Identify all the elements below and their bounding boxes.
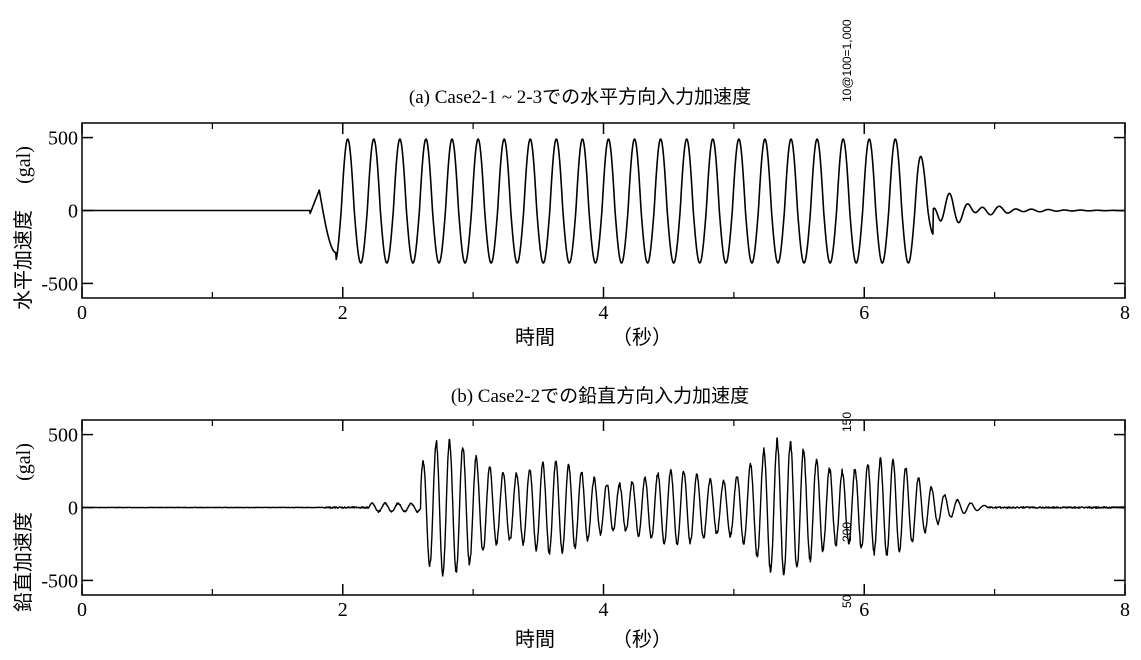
panel-b-y-axis-unit: (gal) [13,443,35,481]
panel-b-x-axis-unit: （秒） [612,627,672,651]
panel-a-y-axis-label: 水平加速度 [11,210,35,310]
panel-a: (a) Case2-1 ~ 2-3での水平方向入力加速度 10@100=1,00… [11,19,1130,349]
panel-a-x-tick-labels: 0 2 4 6 8 [77,302,1130,324]
y-tick-label: 0 [68,498,78,520]
panel-b-x-tick-labels: 0 2 4 6 8 [77,599,1130,621]
x-tick-label: 8 [1120,599,1130,621]
panel-a-series-line [81,138,1126,264]
panel-b: (b) Case2-2での鉛直方向入力加速度 150 2 0 0 50 -500 0 5… [11,385,1130,651]
y-tick-label: 0 [68,201,78,223]
panel-a-y-axis-unit: (gal) [13,146,35,184]
y-tick-label: 500 [48,425,78,447]
panel-a-annotation: 10@100=1,000 [840,19,854,102]
panel-b-y-tick-labels: -500 0 500 [41,425,78,593]
x-tick-label: 4 [599,302,609,324]
x-tick-label: 6 [859,599,869,621]
panel-b-ticks [81,420,1126,595]
x-tick-label: 2 [338,599,348,621]
panel-b-title: (b) Case2-2での鉛直方向入力加速度 [451,385,749,407]
x-tick-label: 2 [338,302,348,324]
panel-b-annotation-150: 150 [840,412,854,432]
y-tick-label: 500 [48,128,78,150]
panel-b-series-line [81,437,1126,577]
x-tick-label: 0 [77,599,87,621]
x-tick-label: 4 [599,599,609,621]
y-tick-label: -500 [41,273,78,295]
x-tick-label: 8 [1120,302,1130,324]
x-tick-label: 0 [77,302,87,324]
panel-b-x-axis-label: 時間 [515,627,555,651]
y-tick-label: -500 [41,570,78,592]
panel-a-x-axis-label: 時間 [515,325,555,349]
panel-a-title: (a) Case2-1 ~ 2-3での水平方向入力加速度 [409,86,751,108]
panel-a-y-tick-labels: -500 0 500 [41,128,78,296]
panel-b-annotation-50: 50 [840,594,854,608]
x-tick-label: 6 [859,302,869,324]
panel-a-x-axis-unit: （秒） [612,325,672,349]
panel-b-y-axis-label: 鉛直加速度 [11,512,35,612]
